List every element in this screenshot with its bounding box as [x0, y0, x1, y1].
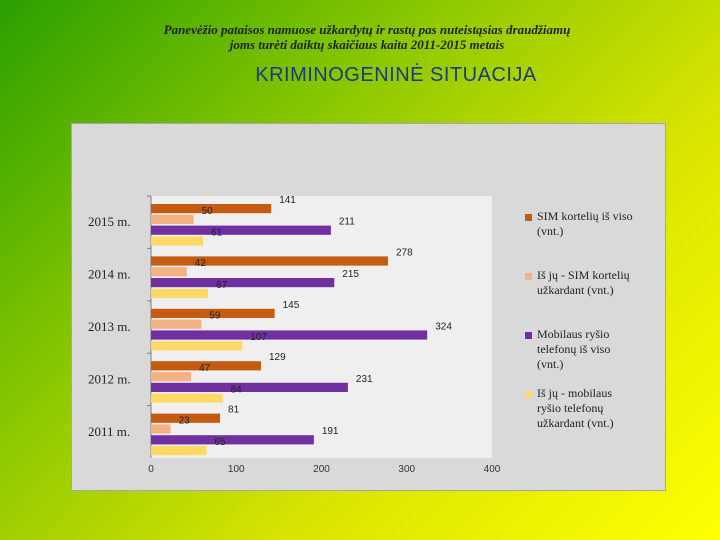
bar-s2-c2 [151, 330, 428, 340]
bar-s0-c1 [151, 256, 388, 266]
legend-label-3-line-0: Iš jų - mobilaus [537, 386, 612, 400]
category-label-3: 2012 m. [88, 371, 131, 386]
data-label-s0-c1: 278 [396, 247, 413, 258]
data-label-s3-c0: 61 [211, 227, 223, 238]
bar-s0-c4 [151, 413, 221, 423]
bar-s3-c0 [151, 236, 204, 246]
data-label-s2-c2: 324 [435, 321, 452, 332]
x-tick-label-2: 200 [313, 464, 330, 475]
bar-s1-c0 [151, 214, 194, 224]
data-label-s2-c4: 191 [322, 426, 339, 437]
legend-swatch-0 [525, 214, 532, 221]
bar-s2-c3 [151, 382, 348, 392]
data-label-s3-c3: 84 [231, 385, 243, 396]
data-label-s1-c3: 47 [199, 363, 211, 374]
legend-label-1-line-1: užkardant (vnt.) [537, 283, 614, 297]
data-label-s1-c4: 23 [179, 415, 191, 426]
bar-s0-c2 [151, 308, 275, 318]
x-tick-label-0: 0 [148, 464, 154, 475]
bar-s1-c3 [151, 372, 192, 382]
chart-title-line-2: joms turėti daiktų skaičiaus kaita 2011-… [229, 37, 505, 52]
data-label-s0-c3: 129 [269, 352, 286, 363]
legend-label-3-line-2: užkardant (vnt.) [537, 416, 614, 430]
data-label-s2-c3: 231 [356, 374, 373, 385]
data-label-s3-c4: 65 [214, 437, 226, 448]
legend-label-2-line-1: telefonų iš viso [537, 342, 610, 356]
category-label-0: 2015 m. [88, 214, 131, 229]
chart-title: Panevėžio pataisos namuose užkardytų ir … [0, 22, 720, 52]
data-label-s0-c0: 141 [279, 195, 296, 206]
legend-label-3-line-1: ryšio telefonų [537, 401, 603, 415]
data-label-s0-c2: 145 [283, 300, 300, 311]
bar-s1-c2 [151, 319, 202, 329]
category-label-4: 2011 m. [88, 424, 130, 439]
data-label-s2-c1: 215 [342, 269, 359, 280]
x-tick-label-4: 400 [484, 464, 501, 475]
x-tick-label-1: 100 [228, 464, 245, 475]
x-tick-label-3: 300 [398, 464, 415, 475]
chart-title-line-1: Panevėžio pataisos namuose užkardytų ir … [163, 22, 571, 37]
category-label-1: 2014 m. [88, 267, 131, 282]
bar-s2-c0 [151, 225, 331, 235]
category-label-2: 2013 m. [88, 319, 131, 334]
legend-label-0-line-1: (vnt.) [537, 224, 563, 238]
legend-swatch-1 [525, 273, 532, 280]
legend-swatch-3 [525, 391, 532, 398]
data-label-s1-c2: 59 [209, 311, 221, 322]
bar-s1-c1 [151, 267, 187, 277]
data-label-s3-c2: 107 [250, 332, 267, 343]
legend-swatch-2 [525, 332, 532, 339]
data-label-s3-c1: 67 [216, 280, 228, 291]
bar-s3-c2 [151, 341, 243, 351]
bar-s1-c4 [151, 424, 171, 434]
bar-s2-c1 [151, 278, 335, 288]
bar-s0-c3 [151, 361, 261, 371]
bar-s0-c0 [151, 204, 272, 214]
bar-s3-c4 [151, 446, 207, 456]
data-label-s2-c0: 211 [339, 217, 355, 228]
legend-label-0-line-0: SIM kortelių iš viso [537, 209, 633, 223]
legend-label-1-line-0: Iš jų - SIM kortelių [537, 268, 630, 282]
data-label-s1-c1: 42 [195, 258, 207, 269]
bar-s3-c3 [151, 393, 223, 403]
slide-title: KRIMINOGENINĖ SITUACIJA [255, 64, 537, 86]
bar-s3-c1 [151, 288, 209, 298]
legend-label-2-line-2: (vnt.) [537, 357, 563, 371]
bar-s2-c4 [151, 435, 314, 445]
data-label-s0-c4: 81 [228, 405, 240, 416]
legend-label-2-line-0: Mobilaus ryšio [537, 327, 609, 341]
data-label-s1-c0: 50 [202, 206, 214, 217]
